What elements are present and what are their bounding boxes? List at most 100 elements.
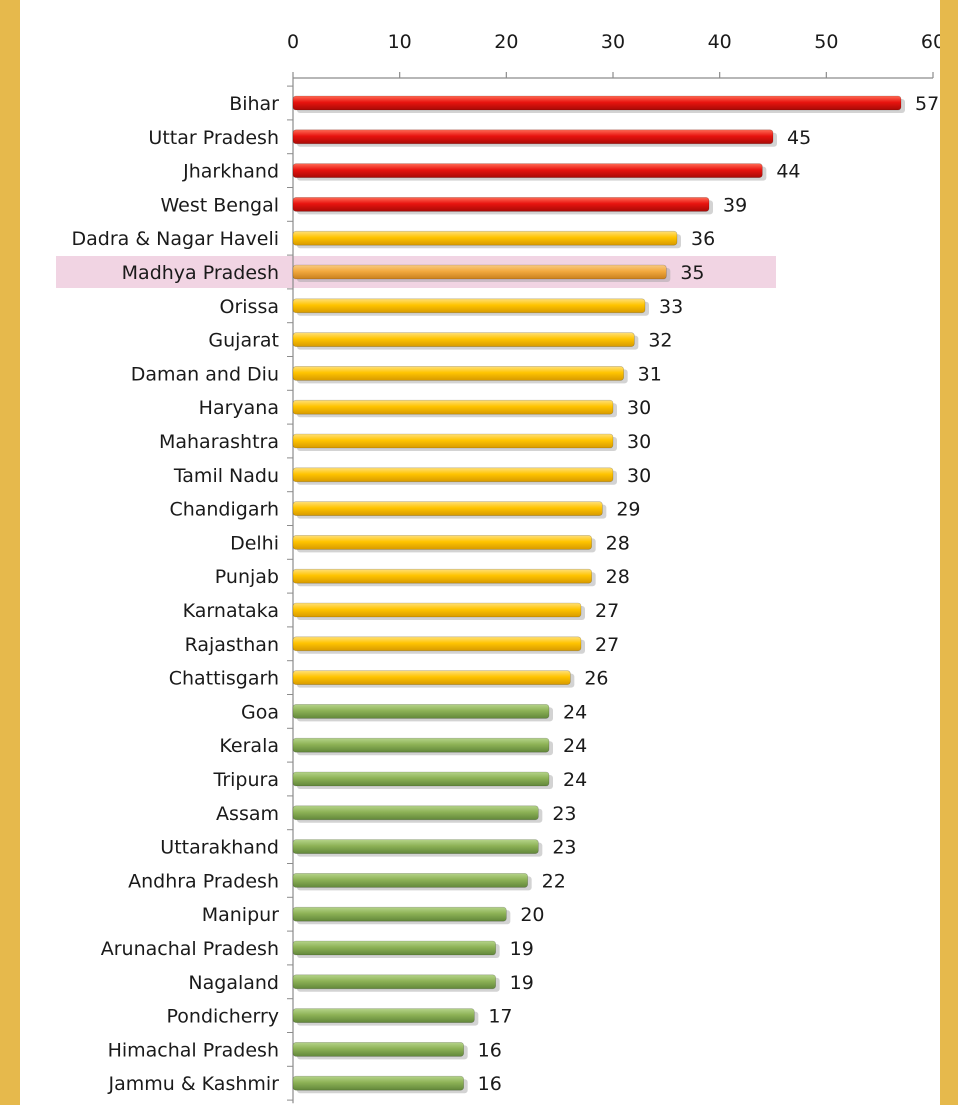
value-label: 24 [563,735,587,757]
value-label: 35 [680,262,704,284]
bar-group [292,906,511,925]
bar-group [292,568,596,587]
bar [292,670,571,685]
bar [292,1008,475,1023]
bar-group [292,230,681,249]
category-label: Andhra Pradesh [128,870,279,892]
category-label: Rajasthan [185,634,279,656]
category-label: Maharashtra [159,431,279,453]
bar [292,298,646,314]
category-label: Orissa [220,296,280,318]
value-label: 31 [638,363,662,385]
bar [292,1042,464,1057]
category-label: Chandigarh [169,499,279,521]
bar-group [292,298,649,316]
bar-group [292,467,617,485]
bar [292,95,902,111]
value-label: 24 [563,769,587,791]
category-label: Kerala [219,735,279,757]
category-label: Delhi [230,532,279,554]
value-label: 16 [478,1039,502,1061]
value-label: 24 [563,701,587,723]
category-label: Goa [241,701,279,723]
bar-group [292,95,905,113]
category-label: Chattisgarh [169,668,279,690]
bar-group [292,366,628,384]
bar [292,940,496,956]
category-label: Nagaland [188,972,279,994]
x-tick-label: 10 [388,31,412,53]
bar-group [292,501,607,519]
value-label: 17 [488,1006,512,1028]
bar [292,568,592,584]
category-label: Uttar Pradesh [148,127,279,149]
bar-group [292,636,585,654]
value-label: 27 [595,600,619,622]
bar-chart: 0 10 20 30 40 50 60 Bihar 57 Uttar Pradesh 45 Jhar… [56,31,940,1104]
category-label: Assam [216,803,279,825]
category-label: Arunachal Pradesh [101,938,279,960]
value-label: 28 [606,566,630,588]
category-label: Tripura [213,769,279,791]
value-label: 32 [648,330,672,352]
value-label: 26 [584,668,608,690]
bar-group [292,399,617,418]
bar-group [292,771,553,789]
bar-group [292,264,671,282]
value-label: 27 [595,634,619,656]
category-label: Himachal Pradesh [108,1039,279,1061]
bar-group [292,1075,468,1094]
bar [292,163,763,178]
chart-frame: 0 10 20 30 40 50 60 Bihar 57 Uttar Pradesh 45 Jhar… [20,0,940,1105]
x-tick-label: 20 [494,31,518,53]
bar-group [292,1008,479,1026]
x-tick-label: 60 [921,31,940,53]
category-label: Dadra & Nagar Haveli [71,228,279,250]
bar [292,501,603,516]
category-label: Punjab [215,566,279,588]
category-label: Uttarakhand [160,837,279,859]
value-label: 29 [616,499,640,521]
category-label: Pondicherry [167,1006,280,1028]
bar-group [292,940,500,958]
category-label: Jammu & Kashmir [107,1073,279,1095]
x-tick-label: 50 [814,31,838,53]
bar-group [292,974,500,992]
value-label: 22 [542,870,566,892]
value-label: 23 [552,837,576,859]
category-label: Manipur [202,904,279,926]
bar [292,467,614,483]
value-label: 33 [659,296,683,318]
bar-group [292,535,596,553]
bar [292,906,507,922]
category-label: Haryana [199,397,279,419]
x-tick-label: 40 [708,31,732,53]
bar [292,433,614,449]
bar-group [292,839,543,857]
bar [292,737,550,753]
bar [292,602,582,618]
bar-group [292,129,777,147]
bar [292,230,678,246]
bar [292,771,550,787]
bar-group [292,737,553,756]
bar [292,1075,464,1091]
bar-group [292,163,767,181]
x-tick-label: 30 [601,31,625,53]
bar [292,332,635,347]
bar [292,264,667,280]
value-label: 28 [606,532,630,554]
bar-group [292,433,617,451]
bar [292,197,710,212]
category-label: Daman and Diu [131,363,279,385]
value-label: 23 [552,803,576,825]
value-label: 44 [776,161,800,183]
bar [292,873,528,888]
value-label: 36 [691,228,715,250]
bar-group [292,332,639,350]
category-label: West Bengal [161,194,280,216]
category-label: Jharkhand [182,161,279,183]
bar [292,636,582,652]
bar [292,704,550,719]
bar-group [292,670,575,688]
